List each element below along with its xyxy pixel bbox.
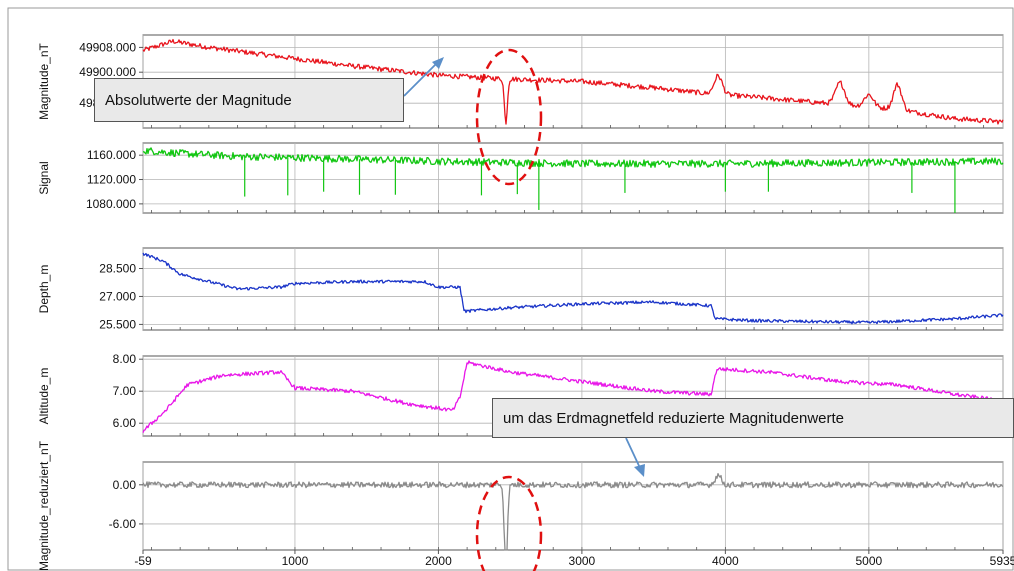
y-tick-label: 49908.000: [79, 40, 136, 54]
y-tick-label: 27.000: [99, 289, 136, 303]
annotation-absolute-magnitude: Absolutwerte der Magnitude: [94, 78, 404, 122]
series-line-magnitude-reduziert-nt: [142, 472, 1004, 551]
y-tick-label: 49900.000: [79, 65, 136, 79]
y-axis-label-depth-m: Depth_m: [37, 265, 51, 314]
x-tick-label: 1000: [282, 554, 309, 568]
y-tick-label: -6.00: [109, 517, 137, 531]
y-tick-label: 1160.000: [87, 148, 136, 162]
y-axis-label-magnitude-reduziert-nt: Magnitude_reduziert_nT: [37, 440, 51, 571]
x-tick-label: 5000: [855, 554, 882, 568]
y-tick-label: 6.00: [113, 416, 137, 430]
annotation-reduced-magnitude: um das Erdmagnetfeld reduzierte Magnitud…: [492, 398, 1014, 438]
anomaly-highlight-ellipse-top: [475, 48, 543, 186]
x-tick-label: 3000: [569, 554, 596, 568]
series-line-depth-m: [142, 252, 1004, 325]
panel-frame-magnitude-reduziert-nt: [142, 461, 1004, 551]
y-tick-label: 28.500: [99, 262, 136, 276]
figure-border: [7, 7, 1014, 571]
callout-arrow-1: [403, 63, 437, 97]
anomaly-highlight-ellipse-bottom: [475, 475, 543, 571]
panel-frame-depth-m: [142, 247, 1004, 331]
y-axis-label-signal: Signal: [37, 161, 51, 194]
y-tick-label: 8.00: [113, 352, 137, 366]
x-tick-label: 2000: [425, 554, 452, 568]
series-line-magnitude-nt: [142, 38, 1004, 125]
callout-arrowhead-2: [634, 464, 645, 477]
y-tick-label: 1120.000: [87, 173, 136, 187]
y-tick-label: 7.00: [113, 384, 137, 398]
y-tick-label: 25.500: [99, 317, 136, 331]
callout-arrow-2: [625, 437, 641, 469]
callout-arrowhead-1: [432, 57, 444, 69]
y-tick-label: 1080.000: [86, 197, 136, 211]
series-line-altitude-m: [142, 360, 1004, 433]
y-tick-label: 0.00: [113, 478, 137, 492]
panel-frame-signal: [142, 142, 1004, 214]
y-axis-label-altitude-m: Altitude_m: [37, 368, 51, 425]
y-axis-label-magnitude-nt: Magnitude_nT: [37, 42, 51, 119]
x-tick-label: 4000: [712, 554, 739, 568]
x-tick-label: 5935: [990, 554, 1014, 568]
series-line-signal: [142, 147, 1004, 168]
x-tick-label: -59: [134, 554, 152, 568]
